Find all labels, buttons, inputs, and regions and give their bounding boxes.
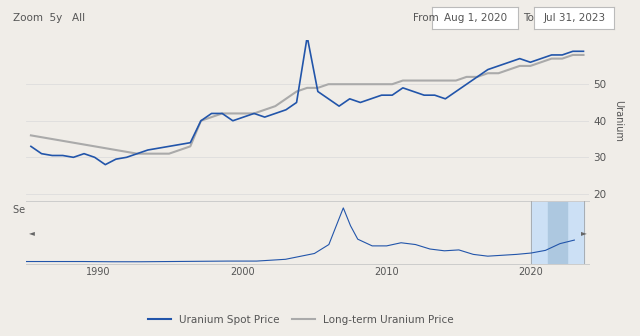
Text: ►: ►: [581, 228, 587, 237]
Text: Aug 1, 2020: Aug 1, 2020: [444, 13, 507, 23]
Text: Jul 31, 2023: Jul 31, 2023: [543, 13, 605, 23]
Text: From: From: [413, 13, 438, 24]
Legend: Uranium Spot Price, Long-term Uranium Price: Uranium Spot Price, Long-term Uranium Pr…: [143, 311, 458, 329]
Y-axis label: Uranium: Uranium: [612, 100, 623, 142]
Text: ◄: ◄: [29, 228, 35, 237]
Text: To: To: [523, 13, 534, 24]
Text: Zoom  5y   All: Zoom 5y All: [13, 13, 85, 24]
Bar: [531, 201, 584, 264]
Bar: [548, 201, 568, 264]
